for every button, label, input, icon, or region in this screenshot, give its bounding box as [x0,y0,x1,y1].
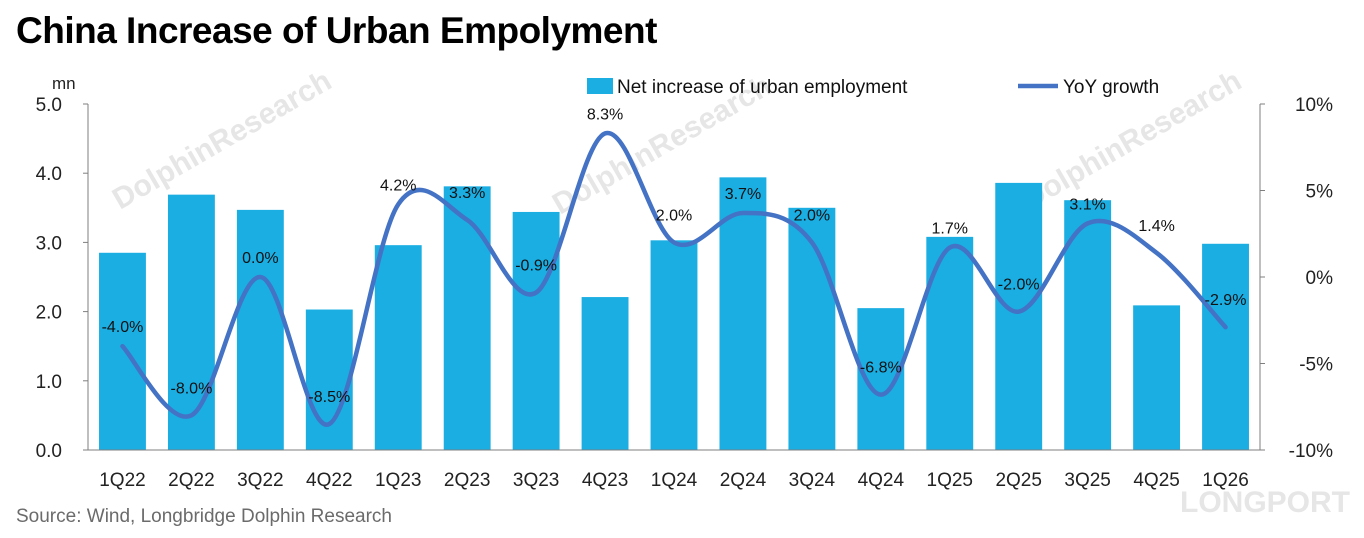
data-labels: -4.0% -8.0% 0.0% -8.5% 4.2% 3.3% -0.9% 8.3% 2.0%… [102,106,1247,406]
bar-1Q24 [650,240,698,450]
y-tick-label: 3.0 [36,233,62,254]
yoy-data-label: 3.7% [725,186,761,203]
bar-2Q24 [719,177,767,451]
x-tick-label: 2Q24 [720,470,767,491]
bar-4Q25 [1133,305,1181,450]
y-tick-label: 5.0 [36,95,62,116]
bar-3Q24 [788,207,836,450]
yoy-data-label: 1.7% [932,221,968,238]
yoy-data-label: 2.0% [656,207,692,224]
yoy-data-label: -6.8% [860,360,902,377]
y-tick-label: 4.0 [36,164,62,185]
bar-1Q23 [374,245,422,450]
y2-tick-label: -5% [1299,355,1333,376]
source-note: Source: Wind, Longbridge Dolphin Researc… [16,506,392,527]
brand-mark: LONGPORT [1180,486,1350,519]
x-tick-label: 3Q25 [1064,470,1110,491]
bar-1Q26 [1202,243,1249,450]
x-tick-label: 1Q23 [375,470,421,491]
axes: 0.0 1.0 2.0 3.0 4.0 5.0 -10% -5% 0% 5% 10% 1Q22 2Q22… [36,74,1334,491]
x-tick-label: 1Q25 [927,470,973,491]
bar-series [99,177,1249,451]
y-tick-label: 2.0 [36,303,62,324]
x-tick-label: 1Q22 [99,470,145,491]
bar-3Q23 [512,211,560,450]
x-tick-label: 1Q26 [1202,470,1248,491]
x-tick-label: 2Q23 [444,470,490,491]
yoy-data-label: 1.4% [1138,218,1174,235]
y2-tick-label: 5% [1306,182,1334,203]
x-tick-label: 4Q23 [582,470,628,491]
legend-bar-label: Net increase of urban employment [617,77,908,98]
y-axis-unit: mn [52,74,76,93]
x-tick-label: 3Q24 [789,470,836,491]
yoy-data-label: -2.9% [1205,292,1247,309]
chart-title: China Increase of Urban Empolyment [16,10,657,51]
yoy-data-label: 4.2% [380,177,416,194]
x-tick-label: 2Q25 [995,470,1041,491]
y2-tick-label: -10% [1289,441,1333,462]
bar-4Q22 [305,309,353,450]
yoy-data-label: -8.5% [308,389,350,406]
legend: Net increase of urban employment YoY grow… [587,77,1159,98]
yoy-data-label: -4.0% [102,319,144,336]
x-tick-label: 4Q24 [858,470,905,491]
line-series [120,131,1228,427]
yoy-data-label: -0.9% [515,258,557,275]
x-tick-label: 1Q24 [651,470,698,491]
yoy-data-label: 3.1% [1069,196,1105,213]
watermark-text: DolphinResearch [107,64,337,216]
yoy-data-label: 2.0% [794,207,830,224]
yoy-data-label: 3.3% [449,185,485,202]
y2-tick-label: 0% [1306,268,1334,289]
x-tick-label: 4Q25 [1133,470,1179,491]
bar-2Q23 [443,186,491,450]
y-tick-label: 0.0 [36,441,62,462]
legend-bar-swatch [587,78,613,94]
bar-2Q25 [995,182,1043,450]
y2-tick-label: 10% [1295,95,1333,116]
yoy-data-label: 8.3% [587,106,623,123]
x-tick-label: 2Q22 [168,470,214,491]
x-tick-label: 3Q23 [513,470,559,491]
yoy-data-label: 0.0% [242,250,278,267]
yoy-growth-line [120,131,1228,427]
x-tick-label: 4Q22 [306,470,352,491]
bar-1Q22 [99,252,146,450]
yoy-data-label: -2.0% [998,277,1040,294]
bar-2Q22 [167,194,215,450]
yoy-data-label: -8.0% [171,380,213,397]
y-tick-label: 1.0 [36,372,62,393]
legend-line-label: YoY growth [1063,77,1159,98]
x-tick-label: 3Q22 [237,470,283,491]
bar-3Q22 [236,209,284,450]
bar-4Q23 [581,297,629,450]
